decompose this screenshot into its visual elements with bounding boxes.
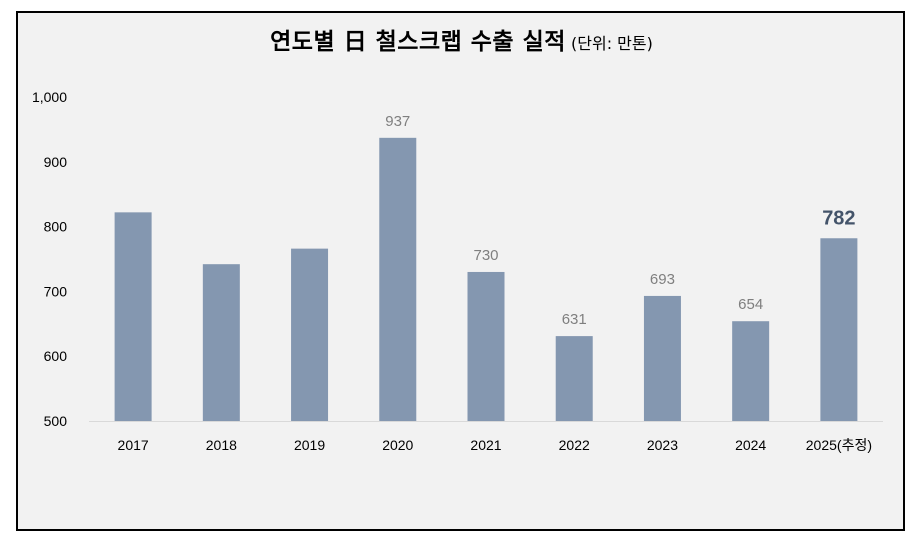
bar [555,336,593,421]
bar [379,137,417,421]
data-label: 693 [650,271,675,288]
data-label: 937 [385,113,410,130]
y-tick-label: 900 [44,154,68,170]
x-tick-label: 2025(추정) [806,437,872,453]
bar [467,271,505,421]
data-label: 730 [473,247,498,264]
bar [820,238,858,421]
x-tick-label: 2019 [294,437,325,453]
data-label: 782 [822,207,855,229]
bar [643,295,681,421]
bar [732,321,770,421]
y-tick-label: 700 [44,283,68,299]
x-tick-label: 2018 [206,437,237,453]
y-tick-label: 1,000 [32,89,67,105]
y-tick-label: 800 [44,219,68,235]
bar [291,248,329,421]
x-tick-label: 2021 [470,437,501,453]
bar [114,212,152,421]
chart-unit-label: (단위: 만톤) [571,34,653,53]
x-tick-label: 2022 [559,437,590,453]
chart-title-text: 연도별 日 철스크랩 수출 실적 [270,29,566,55]
y-tick-label: 600 [44,348,68,364]
x-tick-label: 2017 [118,437,149,453]
data-label: 631 [562,311,587,328]
y-tick-label: 500 [44,413,68,429]
bar [202,264,240,421]
x-tick-label: 2024 [735,437,766,453]
x-tick-label: 2020 [382,437,413,453]
data-label: 654 [738,296,763,313]
x-tick-label: 2023 [647,437,678,453]
chart-frame [16,11,905,531]
chart-title: 연도별 日 철스크랩 수출 실적 (단위: 만톤) [0,22,923,56]
